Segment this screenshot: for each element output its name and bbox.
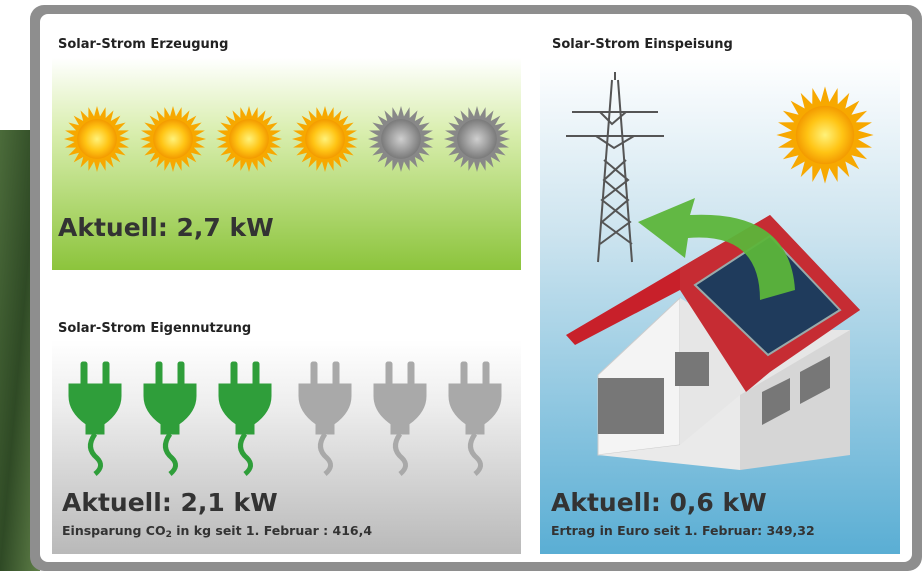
savings-text: Einsparung CO2 in kg seit 1. Februar : 4… xyxy=(62,523,372,540)
current-value: Aktuell: 2,1 kW xyxy=(62,488,278,517)
panel-title: Solar-Strom Erzeugung xyxy=(58,37,228,52)
sun-icon xyxy=(64,106,130,172)
sun-icon xyxy=(216,106,282,172)
panel-self-use xyxy=(52,340,521,554)
sun-icon xyxy=(444,106,510,172)
panel-title: Solar-Strom Eigennutzung xyxy=(58,321,251,336)
sun-icon xyxy=(292,106,358,172)
panel-title: Solar-Strom Einspeisung xyxy=(552,37,733,52)
dashboard: Solar-Strom Erzeugung Aktuell: 2,7 kW So… xyxy=(0,0,922,571)
savings-suffix: in kg seit 1. Februar : 416,4 xyxy=(172,523,372,538)
sun-icon xyxy=(776,86,873,183)
savings-prefix: Einsparung CO xyxy=(62,523,166,538)
current-value: Aktuell: 0,6 kW xyxy=(551,488,767,517)
current-value: Aktuell: 2,7 kW xyxy=(58,213,274,242)
sun-icon xyxy=(368,106,434,172)
revenue-text: Ertrag in Euro seit 1. Februar: 349,32 xyxy=(551,523,815,538)
sun-icon xyxy=(140,106,206,172)
